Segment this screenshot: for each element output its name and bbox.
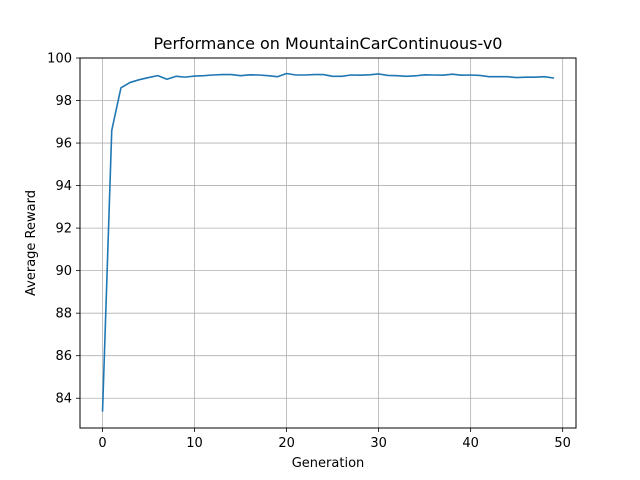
plot-frame: [79, 57, 577, 429]
x-tick-label: 30: [370, 436, 387, 451]
y-tick-label: 90: [55, 264, 72, 279]
y-tick-label: 98: [55, 94, 72, 109]
y-tick-label: 100: [47, 52, 72, 67]
x-tick-label: 50: [554, 436, 571, 451]
y-tick-label: 88: [55, 307, 72, 322]
x-tick-label: 40: [462, 436, 479, 451]
y-tick-label: 94: [55, 179, 72, 194]
y-axis-label: Average Reward: [24, 190, 39, 296]
y-tick-label: 92: [55, 222, 72, 237]
chart-title: Performance on MountainCarContinuous-v0: [154, 34, 503, 53]
y-tick-label: 86: [55, 349, 72, 364]
x-tick-label: 0: [98, 436, 106, 451]
y-tick-label: 96: [55, 137, 72, 152]
series-line: [101, 72, 555, 412]
x-axis-label: Generation: [292, 456, 365, 471]
x-tick-label: 10: [186, 436, 203, 451]
y-tick-label: 84: [55, 392, 72, 407]
plot-area: [80, 58, 576, 428]
x-tick-label: 20: [278, 436, 295, 451]
series-group: [101, 72, 555, 412]
ticks: 0 10 20 30 40 50 84 86 88 90 92 94 96 98 100: [47, 52, 571, 452]
